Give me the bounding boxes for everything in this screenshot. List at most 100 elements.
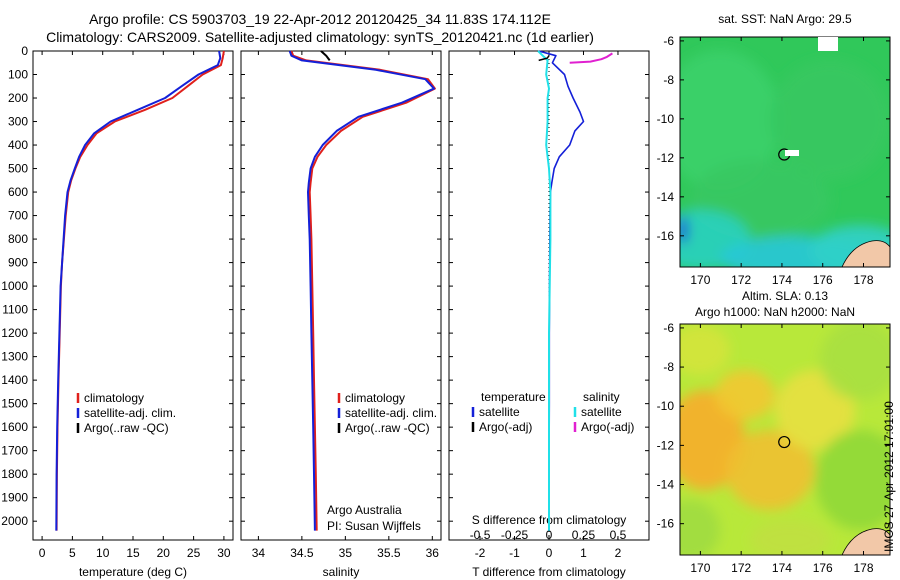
sat-sst-map-frame: [679, 36, 891, 268]
altim-sla-map-ytick-label: -16: [657, 517, 675, 531]
sat-sst-map-blob: [680, 216, 688, 244]
difference-legend-title-salinity: salinity: [583, 390, 620, 404]
temperature-ytick-label: 600: [8, 185, 28, 199]
temperature-ytick-label: 1300: [1, 350, 28, 364]
temperature-ytick-label: 100: [8, 68, 28, 82]
chart-title-line2: Climatology: CARS2009. Satellite-adjuste…: [46, 29, 594, 45]
difference-salinity-argo-line: [569, 52, 613, 64]
temperature-panel-frame: [32, 50, 234, 541]
altim-sla-map-ytick-label: -14: [657, 478, 675, 492]
altim-sla-map-ytick-label: -12: [657, 438, 675, 452]
difference-salinity-legend-label: satellite: [581, 405, 622, 419]
sat-sst-map-ytick-label: -16: [657, 229, 675, 243]
sat-sst-map-ytick-label: -10: [657, 112, 675, 126]
difference-salinity-satellite-line: [537, 50, 552, 531]
sat-sst-map-field: [680, 50, 890, 267]
difference-x-tick-label: 1: [580, 546, 587, 560]
salinity-panel-frame: [240, 50, 442, 541]
difference-x-tick-label: 2: [615, 546, 622, 560]
difference-xlabel: T difference from climatology: [472, 565, 626, 579]
altim-sla-map-ytick-label: -6: [663, 321, 674, 335]
difference-temperature-argo-line: [538, 55, 550, 62]
altim-sla-map-land: [841, 528, 890, 555]
temperature-ytick-label: 1900: [1, 491, 28, 505]
temperature-x-tick-label: 5: [69, 546, 76, 560]
altim-sla-map-blob: [680, 500, 720, 555]
sat-sst-map-ytick-label: -12: [657, 151, 675, 165]
altim-sla-map-frame: [679, 323, 891, 556]
temperature-x-tick-label: 0: [39, 546, 46, 560]
temperature-ytick-label: 1500: [1, 397, 28, 411]
temperature-legend-label: satellite-adj. clim.: [84, 406, 176, 420]
temperature-ytick-label: 1200: [1, 326, 28, 340]
altim-sla-map-xtick-label: 170: [690, 561, 710, 575]
altim-sla-map-title-line2: Argo h1000: NaN h2000: NaN: [695, 305, 855, 319]
temperature-ytick-label: 700: [8, 209, 28, 223]
temperature-ytick-label: 1000: [1, 279, 28, 293]
sat-sst-map-blob: [680, 50, 780, 190]
temperature-ytick-label: 800: [8, 232, 28, 246]
salinity-satellite-line: [288, 50, 435, 531]
difference-legend-title-temperature: temperature: [481, 390, 546, 404]
altim-sla-map-blob: [815, 430, 890, 530]
salinity-xlabel: salinity: [323, 565, 360, 579]
altim-sla-map-xtick-label: 172: [731, 561, 751, 575]
altim-sla-map-ytick-label: -8: [663, 360, 674, 374]
difference-temperature-legend-label: Argo(-adj): [479, 420, 532, 434]
temperature-x-tick-label: 20: [157, 546, 171, 560]
temperature-x-tick-label: 30: [217, 546, 231, 560]
sat-sst-map-ytick-label: -6: [663, 34, 674, 48]
difference-temperature-legend-label: satellite: [479, 405, 520, 419]
altim-sla-map-argo-location-marker: [778, 435, 791, 449]
temperature-x-tick-label: 25: [187, 546, 201, 560]
timestamp-stamp: IMOS 27-Apr-2012 17:01:00: [882, 401, 896, 552]
sat-sst-map-blob: [770, 60, 890, 180]
difference-s-tick-label: 0.25: [572, 528, 596, 542]
altim-sla-map-blob: [750, 520, 830, 555]
sat-sst-map-xtick-label: 176: [813, 273, 833, 287]
temperature-ytick-label: 300: [8, 115, 28, 129]
salinity-annotation-line2: PI: Susan Wijffels: [327, 519, 421, 533]
sat-sst-map-xtick-label: 178: [853, 273, 873, 287]
temperature-ytick-label: 1400: [1, 373, 28, 387]
temperature-ytick-label: 1600: [1, 420, 28, 434]
altim-sla-map-blob: [680, 325, 730, 375]
salinity-legend-label: satellite-adj. clim.: [345, 406, 437, 420]
temperature-legend-label: climatology: [84, 391, 144, 405]
temperature-ytick-label: 1100: [2, 303, 28, 317]
sat-sst-map-nodata: [818, 37, 838, 51]
difference-x-tick-label: 0: [546, 546, 553, 560]
difference-s-tick-label: -0.5: [470, 528, 491, 542]
temperature-ytick-label: 200: [8, 91, 28, 105]
temperature-satellite-line: [55, 50, 222, 531]
temperature-ytick-label: 1800: [1, 467, 28, 481]
salinity-annotation-line1: Argo Australia: [327, 503, 402, 517]
temperature-ytick-label: 2000: [1, 514, 28, 528]
difference-s-tick-label: 0.5: [610, 528, 627, 542]
chart-title-line1: Argo profile: CS 5903703_19 22-Apr-2012 …: [89, 11, 551, 27]
salinity-argo-line: [320, 50, 331, 61]
sat-sst-map-nodata: [785, 150, 799, 156]
sat-sst-map-ytick-label: -8: [663, 73, 674, 87]
altim-sla-map-ytick-label: -10: [657, 399, 675, 413]
difference-x-tick-label: -2: [475, 546, 486, 560]
temperature-ytick-label: 500: [8, 162, 28, 176]
sat-sst-map-xtick-label: 170: [690, 273, 710, 287]
sat-sst-map-land: [841, 240, 890, 267]
altim-sla-map-field: [680, 324, 890, 555]
temperature-xlabel: temperature (deg C): [79, 565, 187, 579]
difference-s-tick-label: -0.25: [501, 528, 529, 542]
altim-sla-map-xtick-label: 174: [772, 561, 792, 575]
temperature-ytick-label: 400: [8, 138, 28, 152]
altim-sla-map-xtick-label: 176: [813, 561, 833, 575]
salinity-x-tick-label: 34: [252, 546, 266, 560]
altim-sla-map-xtick-label: 178: [853, 561, 873, 575]
sat-sst-map-xtick-label: 172: [731, 273, 751, 287]
temperature-ytick-label: 0: [21, 44, 28, 58]
temperature-legend-label: Argo(..raw -QC): [84, 421, 169, 435]
altim-sla-map-blob: [715, 370, 775, 420]
salinity-legend-label: climatology: [345, 391, 405, 405]
altim-sla-map-blob: [820, 324, 890, 400]
temperature-ytick-label: 900: [8, 256, 28, 270]
